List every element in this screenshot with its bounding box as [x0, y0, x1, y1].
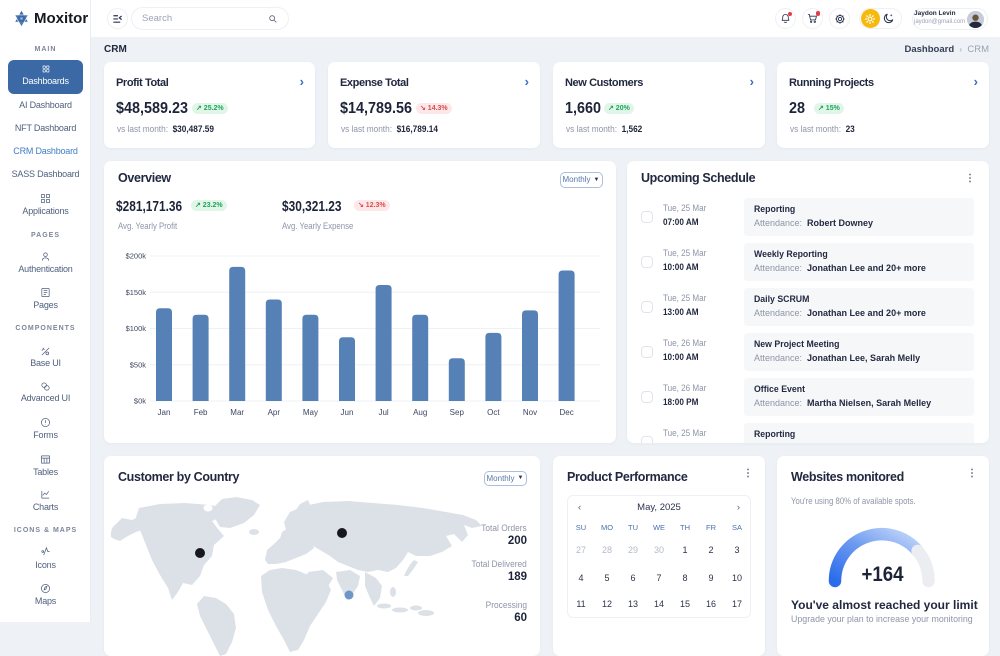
svg-text:Jan: Jan: [158, 408, 171, 417]
svg-text:Jun: Jun: [341, 408, 354, 417]
svg-text:$100k: $100k: [126, 324, 147, 333]
svg-text:Sep: Sep: [450, 408, 465, 417]
svg-text:$200k: $200k: [126, 252, 147, 261]
svg-text:$150k: $150k: [126, 288, 147, 297]
svg-text:Jul: Jul: [378, 408, 388, 417]
svg-text:Aug: Aug: [413, 408, 427, 417]
svg-text:Oct: Oct: [487, 408, 500, 417]
svg-text:Nov: Nov: [523, 408, 537, 417]
svg-text:Apr: Apr: [268, 408, 281, 417]
svg-text:$0k: $0k: [134, 397, 146, 406]
svg-text:May: May: [303, 408, 318, 417]
svg-text:Feb: Feb: [194, 408, 208, 417]
svg-text:$50k: $50k: [130, 360, 147, 369]
svg-text:+164: +164: [862, 563, 904, 586]
svg-text:Dec: Dec: [559, 408, 573, 417]
svg-text:Mar: Mar: [230, 408, 244, 417]
